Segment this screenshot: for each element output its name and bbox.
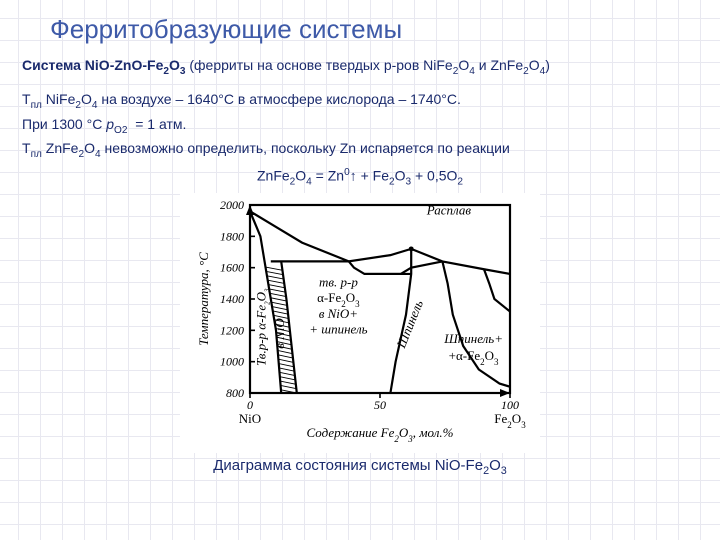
diagram-caption: Диаграмма состояния системы NiO-Fe2O3 xyxy=(22,457,698,477)
page-title: Ферритобразующие системы xyxy=(50,14,698,45)
svg-text:Расплав: Расплав xyxy=(426,202,472,217)
svg-text:тв. р-р: тв. р-р xyxy=(319,275,358,290)
svg-text:1400: 1400 xyxy=(220,292,244,306)
svg-text:в NiO+: в NiO+ xyxy=(319,306,358,321)
phase-diagram: 800100012001400160018002000050100NiOFe2O… xyxy=(180,193,540,453)
svg-text:NiO: NiO xyxy=(239,411,261,426)
svg-text:1000: 1000 xyxy=(220,355,244,369)
svg-text:0: 0 xyxy=(247,398,253,412)
svg-text:1600: 1600 xyxy=(220,261,244,275)
svg-text:в NiO: в NiO xyxy=(272,318,287,349)
body-text: Система NiO-ZnO-Fe2O3 (ферриты на основе… xyxy=(22,55,698,163)
svg-text:800: 800 xyxy=(226,386,244,400)
svg-text:Температура, °C: Температура, °C xyxy=(196,252,211,346)
svg-text:2000: 2000 xyxy=(220,198,244,212)
svg-text:1800: 1800 xyxy=(220,229,244,243)
svg-text:1200: 1200 xyxy=(220,323,244,337)
svg-text:100: 100 xyxy=(501,398,519,412)
svg-text:50: 50 xyxy=(374,398,386,412)
svg-text:+ шпинель: + шпинель xyxy=(309,322,367,337)
svg-text:Шпинель+: Шпинель+ xyxy=(443,331,503,346)
sys-prefix: Система NiO-ZnO-Fe xyxy=(22,57,163,73)
equation: ZnFe2O4 = Zn0↑ + Fe2O3 + 0,5O2 xyxy=(22,167,698,187)
